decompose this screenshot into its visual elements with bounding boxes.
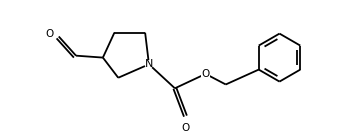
Text: N: N <box>145 59 153 69</box>
Text: O: O <box>181 123 190 133</box>
Text: O: O <box>46 29 54 39</box>
Text: O: O <box>202 69 210 79</box>
